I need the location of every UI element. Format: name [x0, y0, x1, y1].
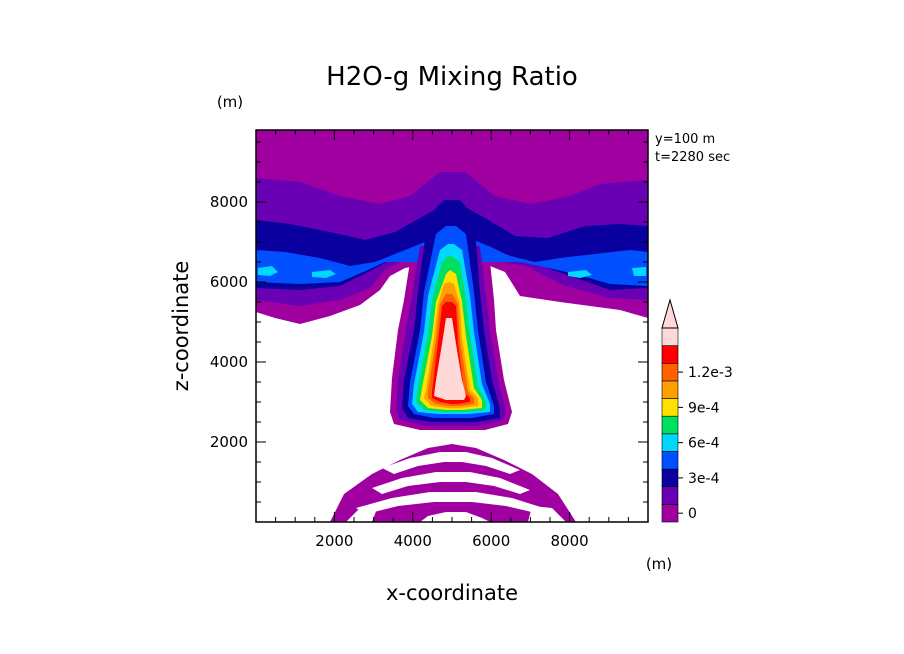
annotation-t: t=2280 sec: [655, 150, 730, 165]
contour-lower-stripe-2: [372, 472, 530, 494]
colorbar-swatch: [661, 504, 679, 523]
colorbar-swatch: [661, 327, 679, 346]
colorbar-swatch: [661, 362, 679, 382]
contour-plume-core: [434, 318, 466, 400]
chart-title: H2O-g Mixing Ratio: [326, 62, 578, 92]
contour-upper-band-cyan-right: [568, 270, 592, 278]
colorbar: 1.2e-3 9e-4 6e-4 3e-4 0: [661, 298, 733, 523]
colorbar-extend-arrow: [661, 298, 679, 329]
contour-lower-stripe-3: [356, 492, 550, 514]
colorbar-swatch: [661, 345, 679, 364]
y-unit-label: (m): [217, 93, 243, 111]
x-tick-label: 8000: [551, 532, 589, 550]
contour-lower-stripe-1: [382, 452, 520, 474]
contour-lower-stripe-4: [420, 512, 490, 522]
colorbar-swatch: [661, 451, 679, 470]
colorbar-swatch: [661, 415, 679, 435]
contour-upper-band-cyan-mid-left: [312, 270, 336, 278]
x-tick-label: 4000: [394, 532, 432, 550]
contour-field: [256, 130, 648, 522]
y-tick-label: 6000: [210, 273, 248, 291]
colorbar-label: 1.2e-3: [688, 365, 733, 381]
colorbar-swatch: [661, 398, 679, 417]
x-tick-label: 6000: [472, 532, 510, 550]
contour-upper-band-cyan-right2: [632, 267, 646, 276]
y-tick-label: 2000: [210, 433, 248, 451]
contour-upper-band-cyan-left: [258, 266, 278, 276]
axes: 2000 4000 6000 8000 2000 4000 6000 8000: [210, 130, 648, 550]
contour-lower-patch-right: [528, 506, 566, 522]
x-axis-title: x-coordinate: [386, 581, 518, 605]
y-tick-label: 8000: [210, 193, 248, 211]
y-tick-label: 4000: [210, 353, 248, 371]
x-tick-label: 2000: [315, 532, 353, 550]
colorbar-label: 9e-4: [688, 400, 720, 416]
colorbar-label: 6e-4: [688, 436, 720, 452]
colorbar-swatch: [661, 486, 679, 505]
colorbar-label: 0: [688, 506, 697, 522]
colorbar-swatch: [661, 433, 679, 452]
colorbar-swatch: [661, 380, 679, 399]
x-unit-label: (m): [646, 555, 672, 573]
y-axis-title: z-coordinate: [169, 261, 193, 392]
colorbar-swatch: [661, 468, 679, 488]
colorbar-label: 3e-4: [688, 471, 720, 487]
annotation-y: y=100 m: [655, 132, 715, 147]
